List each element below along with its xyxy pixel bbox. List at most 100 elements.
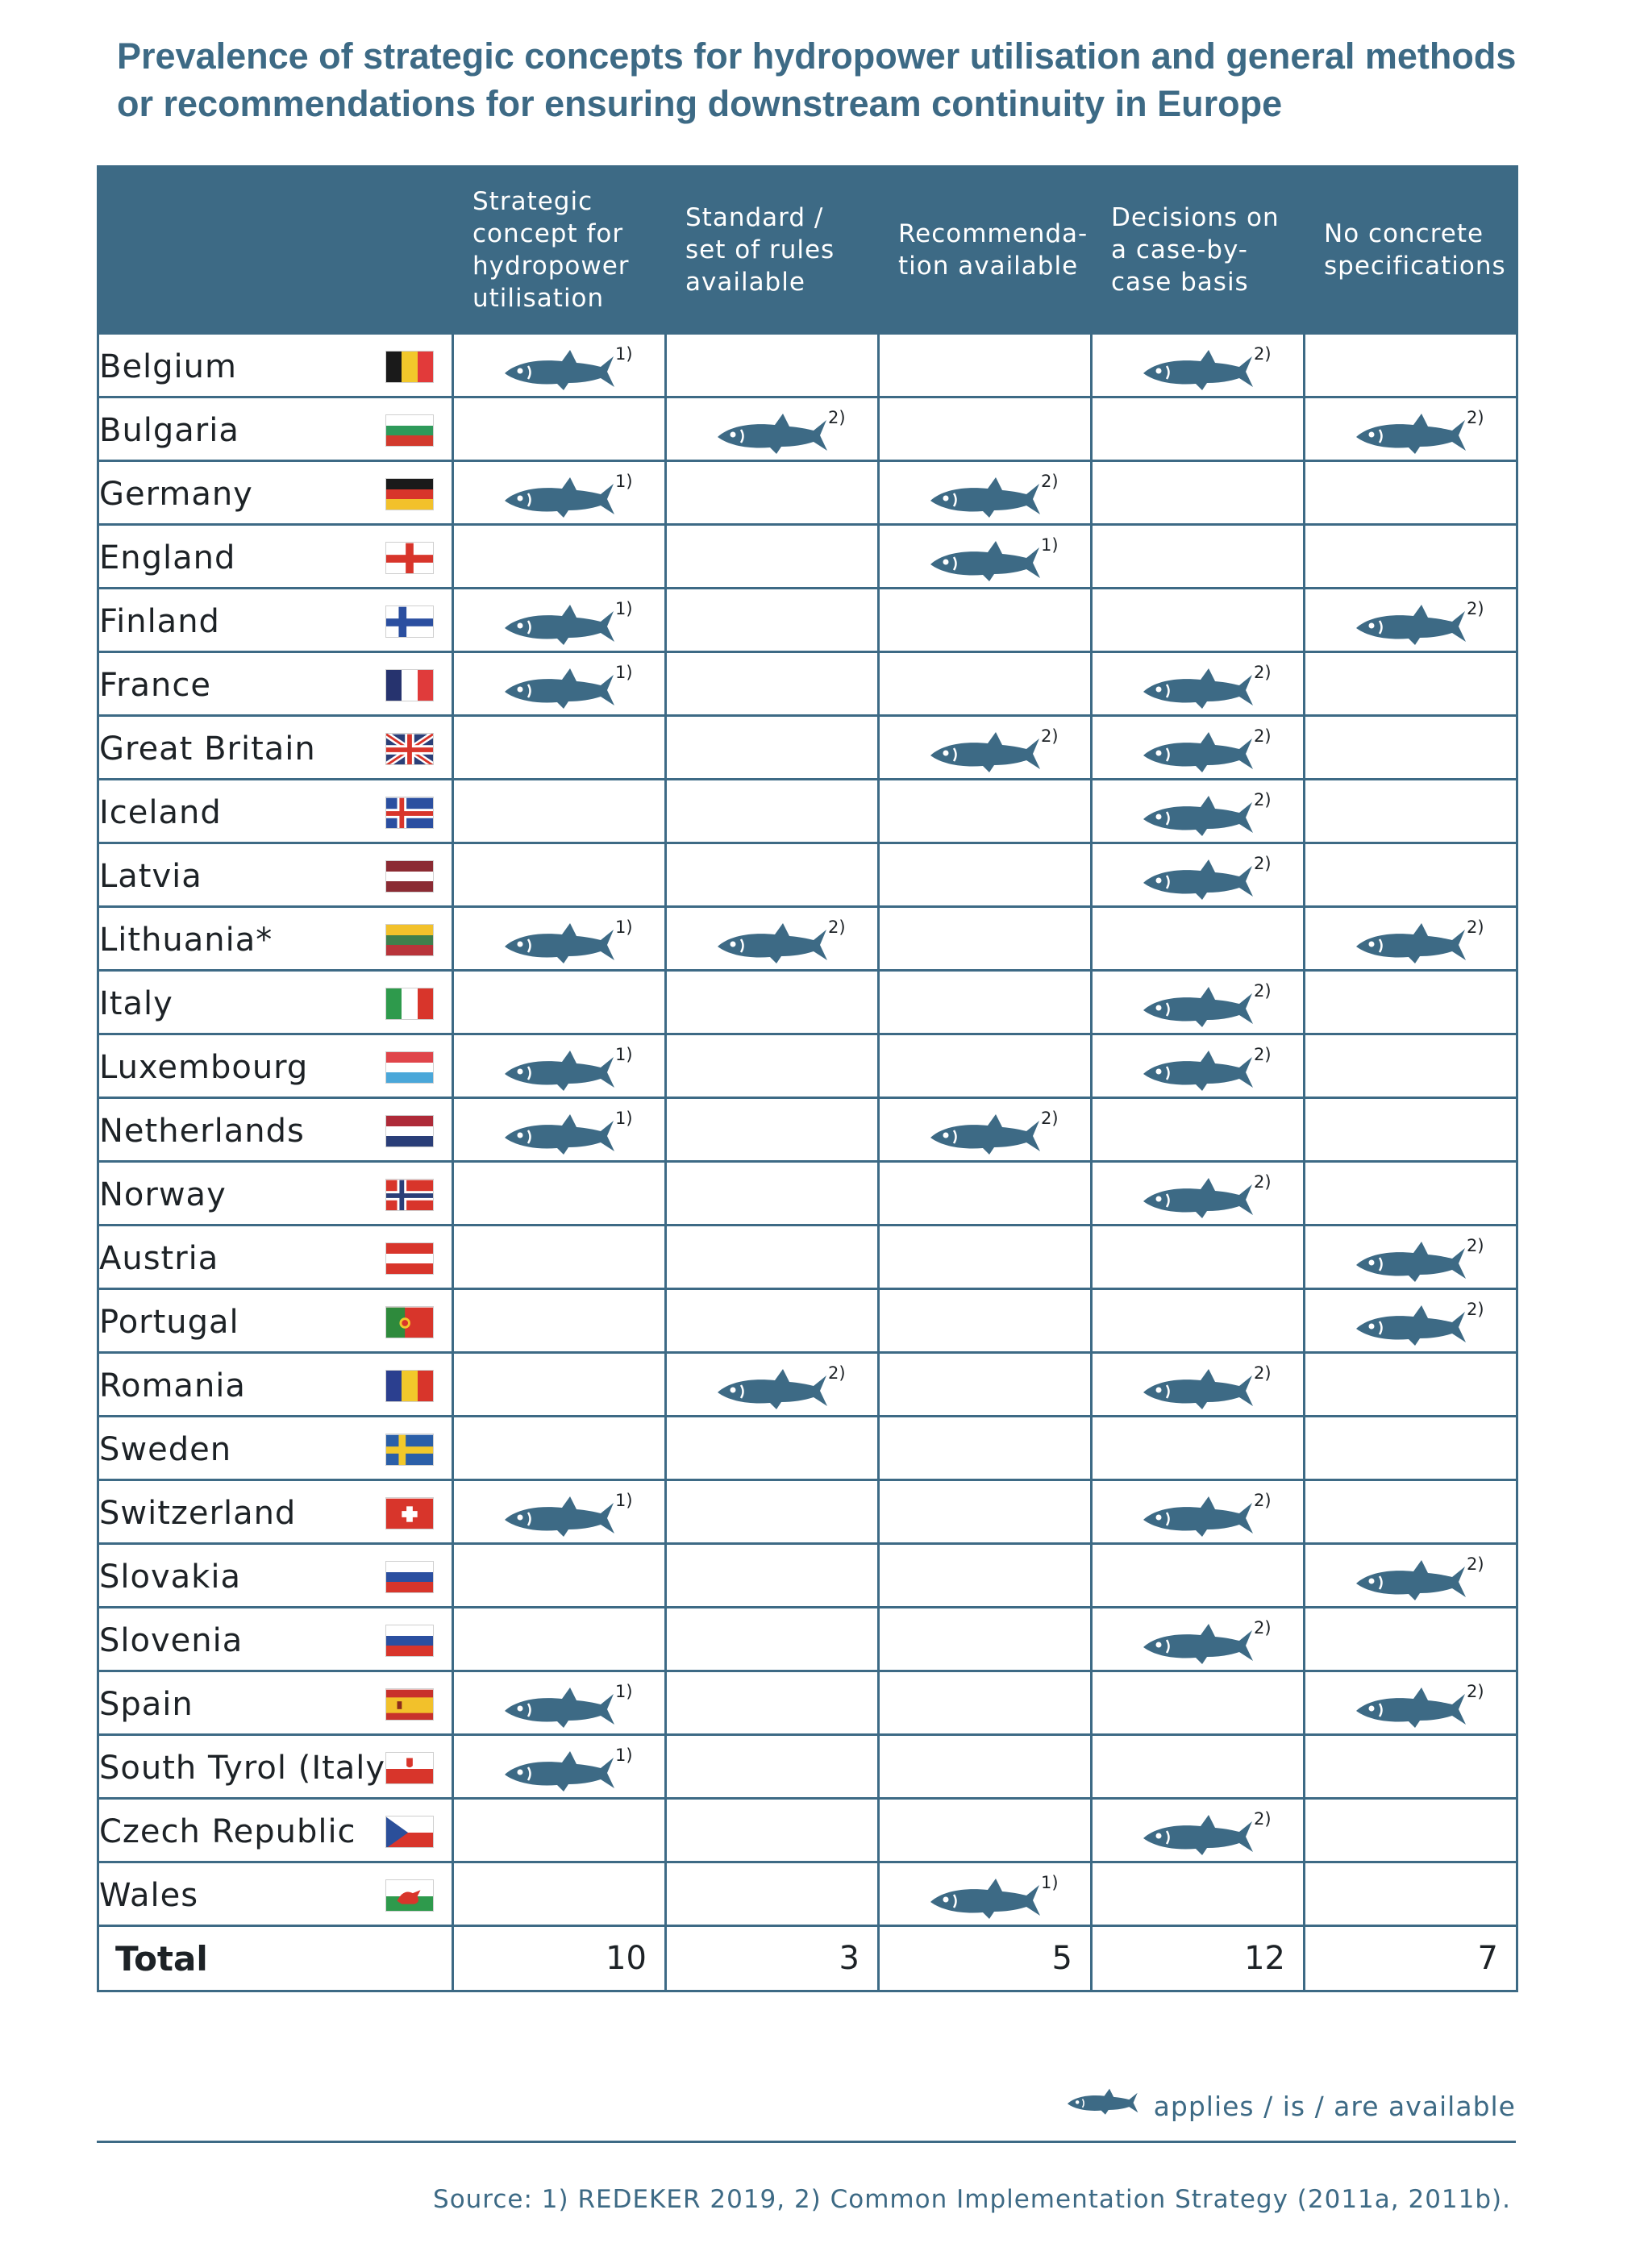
country-name: Wales [99,1877,199,1914]
grid-cell [877,1415,1093,1481]
table-row: Sweden [97,1415,1518,1481]
country-name: Great Britain [99,730,316,768]
country-cell: France [97,651,454,717]
header-line: case basis [1111,268,1249,297]
grid-cell [1303,1606,1518,1672]
flag-austria-icon [385,1242,434,1275]
country-name: Italy [99,985,173,1022]
grid-cell [664,1224,880,1290]
grid-cell [452,1542,667,1608]
country-cell: Sweden [97,1415,454,1481]
grid-cell [452,842,667,908]
fish-icon [1356,1560,1466,1600]
grid-cell [1090,460,1305,526]
country-cell: Slovakia [97,1542,454,1608]
grid-cell [1090,1097,1305,1163]
grid-cell [664,332,880,398]
fish-icon [1143,1815,1253,1855]
grid-cell: 1) [452,1033,667,1099]
grid-cell [877,1479,1093,1545]
grid-cell: 2) [1303,1670,1518,1736]
table-row: Switzerland 1) 2) [97,1479,1518,1545]
flag-great-britain-icon [385,733,434,765]
country-cell: Norway [97,1160,454,1226]
header-line: hydropower [472,252,630,281]
fish-icon [930,477,1040,518]
grid-cell [664,969,880,1035]
grid-cell [1303,842,1518,908]
table-row: South Tyrol (Italy) 1) [97,1733,1518,1800]
grid-cell: 2) [1303,1224,1518,1290]
grid-cell [1303,460,1518,526]
flag-slovenia-icon [385,1625,434,1657]
fish-icon [1143,796,1253,836]
grid-cell [1303,651,1518,717]
grid-cell: 2) [1090,714,1305,780]
fish-icon [1143,859,1253,900]
country-name: Germany [99,476,253,513]
grid-cell: 2) [1090,1033,1305,1099]
grid-cell [452,1160,667,1226]
country-name: Sweden [99,1431,232,1468]
table-row: Italy 2) [97,969,1518,1035]
grid-cell [452,969,667,1035]
country-name: Norway [99,1176,227,1213]
table-row: Bulgaria 2) 2) [97,396,1518,462]
flag-wales-icon [385,1879,434,1912]
fish-icon [718,414,827,454]
header-line: available [685,268,805,297]
fish-icon [505,1496,614,1537]
grid-cell: 1) [452,1670,667,1736]
fish-icon [1143,1369,1253,1409]
country-cell: Czech Republic [97,1797,454,1863]
country-cell: Germany [97,460,454,526]
legend: applies / is / are available [1065,2088,1516,2124]
grid-cell: 1) [452,1097,667,1163]
country-name: Austria [99,1240,219,1277]
grid-cell [664,778,880,844]
country-name: Luxembourg [99,1049,309,1086]
footnote-marker: 2) [1041,472,1059,491]
country-name: Finland [99,603,220,640]
fish-icon [1356,1687,1466,1728]
grid-cell: 2) [1090,1606,1305,1672]
source-note: Source: 1) REDEKER 2019, 2) Common Imple… [433,2185,1511,2214]
grid-cell [1090,587,1305,653]
footnote-marker: 1) [615,1746,633,1765]
grid-cell [877,396,1093,462]
fish-icon [1356,923,1466,963]
grid-cell [664,1606,880,1672]
table-row: Wales 1) [97,1861,1518,1927]
grid-cell [877,1670,1093,1736]
table-row: Lithuania* 1) 2) 2) [97,905,1518,972]
country-name: Romania [99,1367,246,1404]
grid-cell [664,460,880,526]
grid-cell: 2) [1090,842,1305,908]
grid-cell [877,905,1093,972]
grid-cell [664,1415,880,1481]
flag-finland-icon [385,605,434,638]
total-value: 7 [1303,1925,1518,1992]
fish-icon [505,668,614,709]
grid-cell [1303,969,1518,1035]
grid-cell [452,1288,667,1354]
footnote-marker: 2) [1254,1491,1272,1510]
grid-cell: 1) [452,587,667,653]
header-country [97,165,454,335]
fish-icon [930,1879,1040,1919]
footnote-marker: 2) [1467,1300,1484,1319]
country-cell: England [97,523,454,589]
table-row: Portugal 2) [97,1288,1518,1354]
grid-cell: 2) [1303,1288,1518,1354]
fish-icon [505,1051,614,1091]
grid-cell: 2) [1303,396,1518,462]
flag-portugal-icon [385,1306,434,1338]
country-cell: Netherlands [97,1097,454,1163]
table-header-row: Strategic concept for hydropower utilisatio… [97,165,1518,335]
grid-cell: 2) [1303,587,1518,653]
flag-italy-icon [385,988,434,1020]
country-name: Slovakia [99,1558,241,1596]
grid-cell [877,1224,1093,1290]
fish-icon [930,541,1040,581]
grid-cell [664,1542,880,1608]
